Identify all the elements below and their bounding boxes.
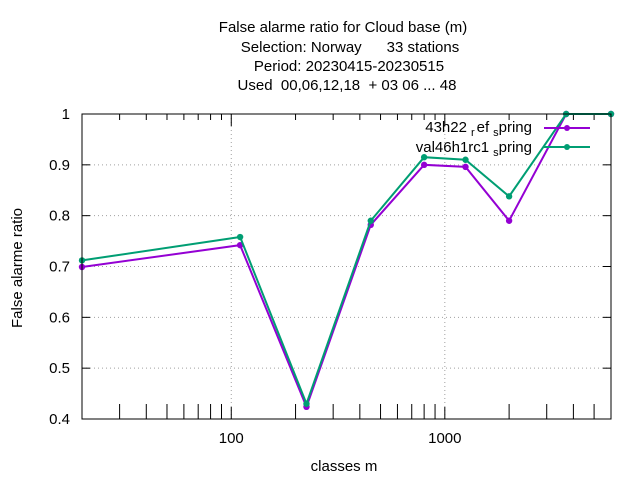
y-tick-label: 1: [62, 106, 70, 123]
series-1-point: [462, 163, 469, 171]
y-tick-label: 0.5: [49, 360, 70, 377]
grid: [82, 114, 611, 419]
y-axis-label: False alarme ratio: [9, 208, 26, 328]
axis-tick-labels: 0.4 0.5 0.6 0.7 0.8 0.9 1 100 1000: [49, 106, 461, 447]
legend-label-2: val46h1rc1 spring: [416, 139, 532, 159]
series-2-line: [81, 113, 611, 407]
y-tick-label: 0.4: [49, 411, 70, 428]
legend-1-sub2: s: [493, 127, 499, 139]
title-line-3: Period: 20230415-20230515: [254, 58, 444, 75]
legend-marker-2: [564, 144, 570, 150]
series-2-point: [420, 154, 428, 161]
chart-title: False alarme ratio for Cloud base (m) Se…: [219, 19, 467, 94]
x-tick-label: 100: [219, 430, 244, 447]
legend-1-main: 43h22: [425, 119, 467, 136]
plot-frame: [81, 113, 612, 420]
x-tick-label: 1000: [428, 430, 461, 447]
y-tick-label: 0.9: [49, 157, 70, 174]
legend-1-end: pring: [499, 119, 532, 136]
legend-marker-1: [564, 125, 570, 131]
series-2-point: [236, 233, 244, 241]
series-2-point: [303, 400, 310, 407]
series-2-point: [367, 217, 374, 224]
series-2-point: [505, 193, 513, 200]
title-line-4: Used 00,06,12,18 + 03 06 ... 48: [238, 77, 457, 94]
series-2-point: [462, 156, 469, 163]
legend-label-1: 43h22 r ef spring: [425, 119, 532, 139]
legend-1-mid: ef: [477, 119, 490, 136]
legend-2-main: val46h1rc1: [416, 139, 489, 156]
series-1-line: [81, 113, 611, 410]
series-1-point: [420, 161, 428, 169]
legend: 43h22 r ef spring val46h1rc1 spring: [416, 119, 590, 159]
title-line-1: False alarme ratio for Cloud base (m): [219, 19, 467, 36]
y-tick-label: 0.8: [49, 208, 70, 225]
series-layer: [78, 110, 615, 410]
legend-1-sub1: r: [471, 127, 475, 139]
series-2: [78, 110, 615, 407]
series-1-point: [505, 217, 513, 224]
x-axis-label: classes m: [311, 458, 378, 475]
y-tick-label: 0.6: [49, 309, 70, 326]
legend-2-end: pring: [499, 139, 532, 156]
series-1: [78, 110, 615, 410]
title-line-2: Selection: Norway 33 stations: [241, 39, 459, 56]
y-tick-label: 0.7: [49, 259, 70, 276]
legend-2-sub2: s: [493, 147, 499, 159]
